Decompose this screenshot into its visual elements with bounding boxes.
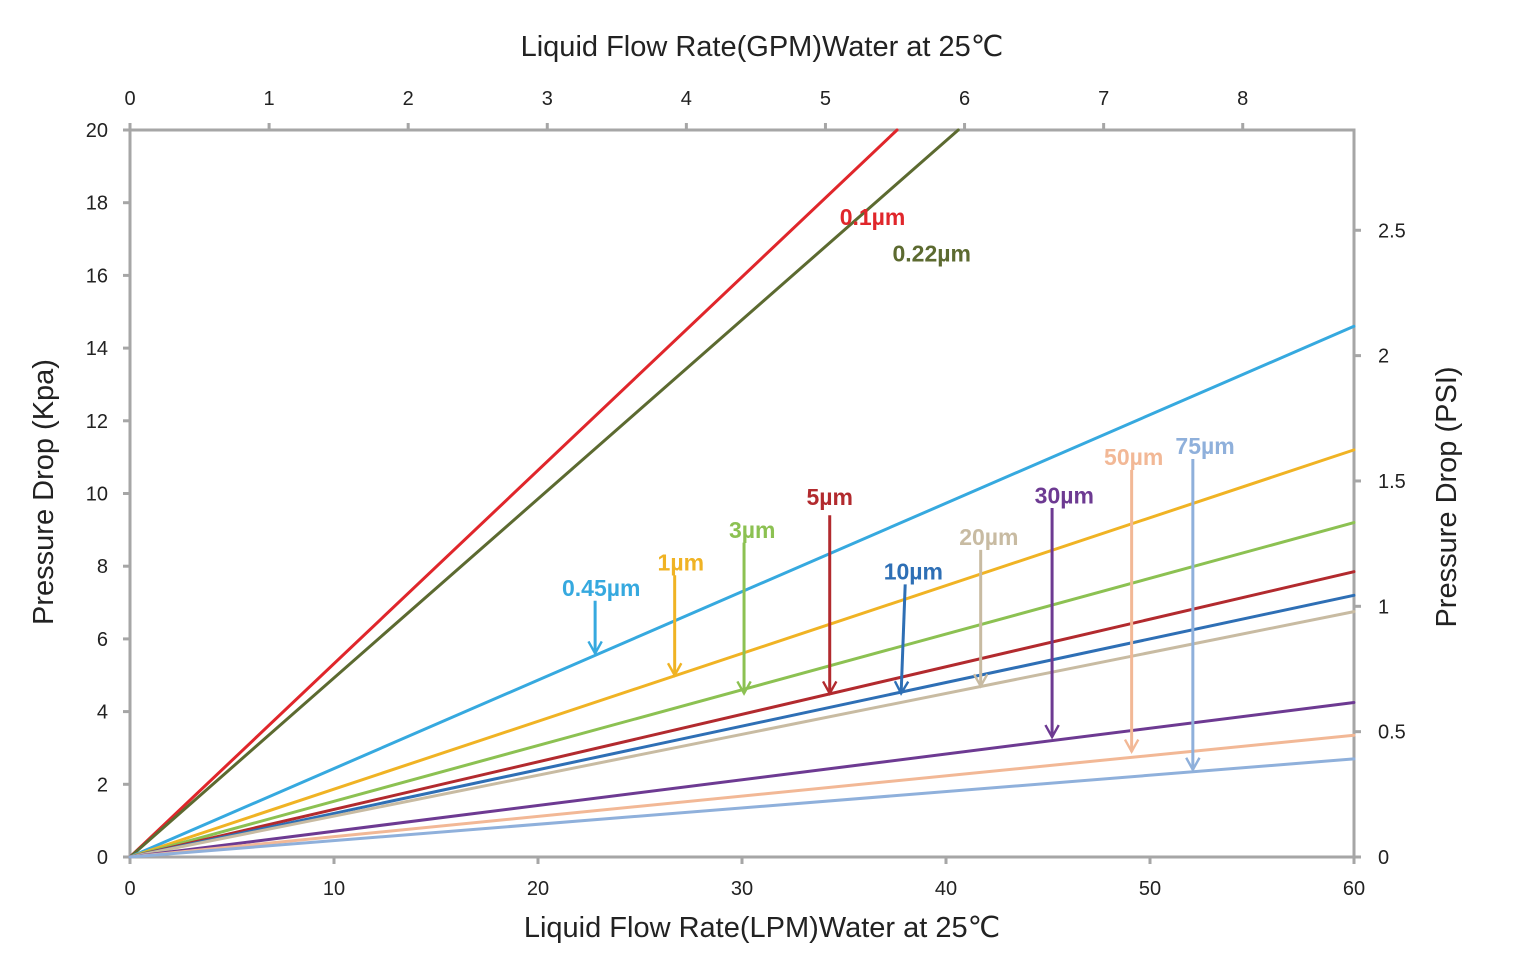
x-tick-label: 50 xyxy=(1139,878,1161,900)
x-tick-label: 60 xyxy=(1343,878,1365,900)
x2-tick-label: 4 xyxy=(681,88,692,110)
x2-tick-label: 7 xyxy=(1098,88,1109,110)
series-label: 0.22µm xyxy=(892,241,970,267)
series-line xyxy=(128,733,1356,859)
series-line xyxy=(128,448,1356,859)
x-tick-label: 40 xyxy=(935,878,957,900)
series-line xyxy=(128,593,1356,859)
y-tick-label: 16 xyxy=(86,265,108,287)
x-tick-label: 0 xyxy=(124,878,135,900)
series-line xyxy=(128,701,1356,859)
x2-tick-label: 5 xyxy=(820,88,831,110)
series-lines xyxy=(128,128,1356,859)
label-arrows xyxy=(587,458,1201,773)
y2-tick-label: 0.5 xyxy=(1378,722,1406,744)
x2-tick-label: 8 xyxy=(1237,88,1248,110)
y2-axis-title: Pressure Drop (PSI) xyxy=(1431,366,1463,627)
x2-tick-label: 2 xyxy=(403,88,414,110)
series-label: 0.1µm xyxy=(840,204,906,230)
series-line xyxy=(128,570,1356,859)
y2-tick-label: 0 xyxy=(1378,847,1389,869)
x2-tick-label: 0 xyxy=(124,88,135,110)
x2-tick-label: 6 xyxy=(959,88,970,110)
series-labels: 0.1µm 0.22µm 0.45µm 1µm 3µm 5µm 10µm 20µm 30µm 50… xyxy=(562,204,1235,601)
y2-tick-label: 1 xyxy=(1378,596,1389,618)
x2-axis-title: Liquid Flow Rate(GPM)Water at 25℃ xyxy=(521,31,1004,63)
series-line xyxy=(128,128,899,859)
x2-tick-label: 1 xyxy=(264,88,275,110)
y-tick-label: 12 xyxy=(86,411,108,433)
y-tick-label: 20 xyxy=(86,120,108,142)
y2-tick-label: 2.5 xyxy=(1378,220,1406,242)
y-tick-label: 8 xyxy=(97,556,108,578)
series-label: 10µm xyxy=(884,559,943,585)
y-tick-label: 18 xyxy=(86,193,108,215)
y2-tick-label: 2 xyxy=(1378,346,1389,368)
y-tick-label: 10 xyxy=(86,484,108,506)
series-label-arrow xyxy=(893,584,910,696)
x-tick-label: 20 xyxy=(527,878,549,900)
series-label: 20µm xyxy=(959,524,1018,550)
x2-tick-label: 3 xyxy=(542,88,553,110)
x-axis-title: Liquid Flow Rate(LPM)Water at 25℃ xyxy=(524,912,1000,944)
y-tick-label: 14 xyxy=(86,338,108,360)
y-axis-title: Pressure Drop (Kpa) xyxy=(28,359,60,625)
plot-frame xyxy=(128,128,1356,859)
series-line xyxy=(128,324,1356,859)
x-tick-label: 30 xyxy=(731,878,753,900)
y-tick-label: 0 xyxy=(97,847,108,869)
series-line xyxy=(128,757,1356,859)
y-tick-label: 6 xyxy=(97,629,108,651)
y-tick-label: 2 xyxy=(97,774,108,796)
series-line xyxy=(128,610,1356,859)
series-label: 50µm xyxy=(1104,444,1163,470)
y2-tick-label: 1.5 xyxy=(1378,471,1406,493)
series-label: 75µm xyxy=(1175,433,1234,459)
series-label: 30µm xyxy=(1035,482,1094,508)
x-tick-label: 10 xyxy=(323,878,345,900)
series-label: 1µm xyxy=(658,550,705,576)
series-label: 5µm xyxy=(806,484,853,510)
y-tick-label: 4 xyxy=(97,702,108,724)
series-label: 0.45µm xyxy=(562,575,640,601)
series-label: 3µm xyxy=(729,517,776,543)
series-line xyxy=(128,128,960,859)
